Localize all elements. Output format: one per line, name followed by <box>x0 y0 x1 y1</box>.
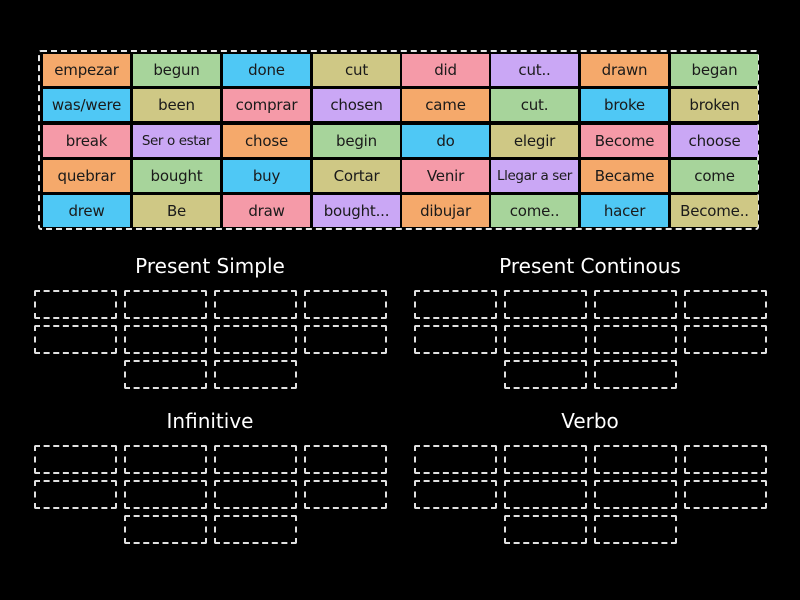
drop-slot[interactable] <box>34 445 117 474</box>
drop-slot[interactable] <box>594 360 677 389</box>
word-tile[interactable]: Ser o estar <box>133 125 220 157</box>
word-tile[interactable]: chose <box>223 125 310 157</box>
word-tile[interactable]: Be <box>133 195 220 227</box>
word-tile[interactable]: choose <box>671 125 758 157</box>
drop-slot[interactable] <box>594 480 677 509</box>
drop-slot[interactable] <box>504 360 587 389</box>
drop-slot[interactable] <box>304 480 387 509</box>
word-tile[interactable]: buy <box>223 160 310 192</box>
word-tile[interactable]: break <box>43 125 130 157</box>
drop-slot[interactable] <box>124 480 207 509</box>
drop-slot[interactable] <box>594 445 677 474</box>
drop-slot[interactable] <box>594 515 677 544</box>
group-title: Present Simple <box>135 254 285 278</box>
word-tile[interactable]: Cortar <box>313 160 400 192</box>
word-bank: empezar begun done cut did cut.. drawn began was… <box>38 50 759 230</box>
drop-slot[interactable] <box>124 445 207 474</box>
drop-slot[interactable] <box>504 445 587 474</box>
word-tile[interactable]: begun <box>133 54 220 86</box>
word-tile[interactable]: was/were <box>43 89 130 121</box>
drop-slot[interactable] <box>124 325 207 354</box>
drop-slot[interactable] <box>684 290 767 319</box>
word-tile[interactable]: Become <box>581 125 668 157</box>
word-tile[interactable]: dibujar <box>402 195 489 227</box>
word-tile[interactable]: drawn <box>581 54 668 86</box>
drop-slot[interactable] <box>684 480 767 509</box>
word-tile[interactable]: quebrar <box>43 160 130 192</box>
word-tile[interactable]: begin <box>313 125 400 157</box>
drop-slot[interactable] <box>504 515 587 544</box>
drop-slot[interactable] <box>214 515 297 544</box>
word-tile[interactable]: elegir <box>491 125 578 157</box>
word-tile[interactable]: Venir <box>402 160 489 192</box>
word-tile[interactable]: Became <box>581 160 668 192</box>
word-tile[interactable]: chosen <box>313 89 400 121</box>
drop-slot[interactable] <box>414 325 497 354</box>
word-tile[interactable]: broken <box>671 89 758 121</box>
group-title: Verbo <box>561 409 619 433</box>
drop-slot[interactable] <box>304 445 387 474</box>
word-tile[interactable]: hacer <box>581 195 668 227</box>
drop-slot[interactable] <box>214 290 297 319</box>
drop-slot[interactable] <box>684 445 767 474</box>
word-tile[interactable]: comprar <box>223 89 310 121</box>
drop-slot[interactable] <box>124 290 207 319</box>
word-tile[interactable]: cut. <box>491 89 578 121</box>
drop-slot[interactable] <box>594 290 677 319</box>
word-tile[interactable]: done <box>223 54 310 86</box>
drop-slot[interactable] <box>504 290 587 319</box>
word-tile[interactable]: been <box>133 89 220 121</box>
word-tile[interactable]: came <box>402 89 489 121</box>
word-tile[interactable]: did <box>402 54 489 86</box>
word-tile[interactable]: empezar <box>43 54 130 86</box>
drop-slot[interactable] <box>214 325 297 354</box>
drop-slot[interactable] <box>304 325 387 354</box>
drop-slot[interactable] <box>414 445 497 474</box>
drop-slot[interactable] <box>34 290 117 319</box>
drop-slot[interactable] <box>34 480 117 509</box>
drop-slot[interactable] <box>304 290 387 319</box>
word-tile[interactable]: bought... <box>313 195 400 227</box>
word-tile[interactable]: Become.. <box>671 195 758 227</box>
drop-slot[interactable] <box>34 325 117 354</box>
drop-slot[interactable] <box>124 360 207 389</box>
group-title: Infinitive <box>166 409 254 433</box>
drop-slot[interactable] <box>594 325 677 354</box>
drop-slot[interactable] <box>414 290 497 319</box>
word-tile[interactable]: come.. <box>491 195 578 227</box>
drop-slot[interactable] <box>504 480 587 509</box>
drop-slot[interactable] <box>214 360 297 389</box>
drop-slot[interactable] <box>684 325 767 354</box>
word-tile[interactable]: cut <box>313 54 400 86</box>
word-tile[interactable]: broke <box>581 89 668 121</box>
word-tile[interactable]: began <box>671 54 758 86</box>
word-tile[interactable]: draw <box>223 195 310 227</box>
drop-slot[interactable] <box>124 515 207 544</box>
drop-slot[interactable] <box>214 445 297 474</box>
word-tile[interactable]: cut.. <box>491 54 578 86</box>
drop-slot[interactable] <box>504 325 587 354</box>
word-tile[interactable]: bought <box>133 160 220 192</box>
drop-slot[interactable] <box>214 480 297 509</box>
group-title: Present Continous <box>499 254 681 278</box>
word-tile[interactable]: come <box>671 160 758 192</box>
word-tile[interactable]: do <box>402 125 489 157</box>
drop-slot[interactable] <box>414 480 497 509</box>
word-tile[interactable]: Llegar a ser <box>491 160 578 192</box>
word-tile[interactable]: drew <box>43 195 130 227</box>
